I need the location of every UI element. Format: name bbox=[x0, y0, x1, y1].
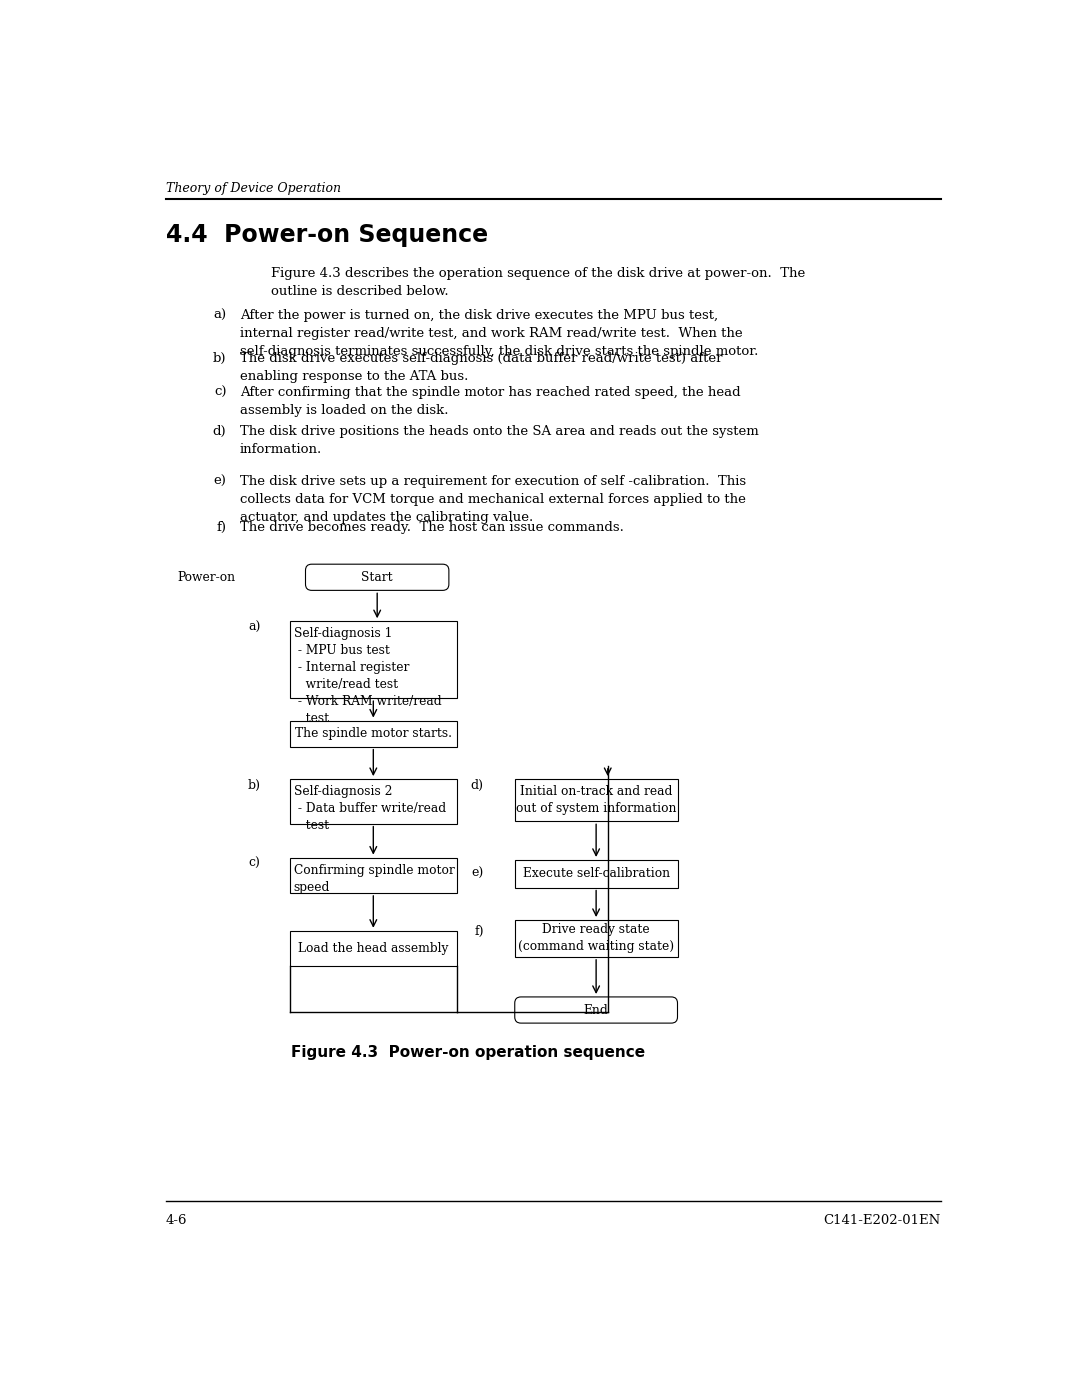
Bar bbox=[291, 858, 457, 893]
Text: Figure 4.3  Power-on operation sequence: Figure 4.3 Power-on operation sequence bbox=[292, 1045, 646, 1060]
Text: C141-E202-01EN: C141-E202-01EN bbox=[824, 1214, 941, 1227]
Bar bbox=[515, 861, 677, 887]
Bar bbox=[291, 721, 457, 746]
Text: e): e) bbox=[472, 868, 484, 880]
Text: The disk drive sets up a requirement for execution of self -calibration.  This
c: The disk drive sets up a requirement for… bbox=[240, 475, 746, 524]
Text: 4-6: 4-6 bbox=[166, 1214, 188, 1227]
Text: 4.4  Power-on Sequence: 4.4 Power-on Sequence bbox=[166, 222, 488, 247]
Bar bbox=[291, 780, 457, 824]
Text: The disk drive positions the heads onto the SA area and reads out the system
inf: The disk drive positions the heads onto … bbox=[240, 425, 758, 455]
Text: f): f) bbox=[216, 521, 227, 534]
Text: f): f) bbox=[474, 925, 484, 937]
FancyBboxPatch shape bbox=[306, 564, 449, 591]
Text: b): b) bbox=[247, 778, 260, 792]
Text: Load the head assembly: Load the head assembly bbox=[298, 942, 448, 956]
Bar bbox=[515, 921, 677, 957]
Text: e): e) bbox=[214, 475, 227, 488]
FancyBboxPatch shape bbox=[515, 997, 677, 1023]
Text: The spindle motor starts.: The spindle motor starts. bbox=[295, 726, 451, 740]
Text: The drive becomes ready.  The host can issue commands.: The drive becomes ready. The host can is… bbox=[240, 521, 623, 534]
Text: Initial on-track and read
out of system information: Initial on-track and read out of system … bbox=[516, 785, 676, 816]
Text: Power-on: Power-on bbox=[177, 571, 235, 584]
Text: d): d) bbox=[471, 778, 484, 792]
Text: Confirming spindle motor
speed: Confirming spindle motor speed bbox=[294, 863, 455, 894]
Text: After confirming that the spindle motor has reached rated speed, the head
assemb: After confirming that the spindle motor … bbox=[240, 387, 740, 418]
Bar bbox=[291, 930, 457, 967]
Bar bbox=[515, 780, 677, 821]
Text: Figure 4.3 describes the operation sequence of the disk drive at power-on.  The
: Figure 4.3 describes the operation seque… bbox=[271, 267, 805, 298]
Text: Start: Start bbox=[362, 571, 393, 584]
Text: d): d) bbox=[213, 425, 227, 437]
Text: After the power is turned on, the disk drive executes the MPU bus test,
internal: After the power is turned on, the disk d… bbox=[240, 309, 758, 358]
Text: Drive ready state
(command waiting state): Drive ready state (command waiting state… bbox=[518, 923, 674, 953]
Text: End: End bbox=[584, 1003, 608, 1017]
Text: c): c) bbox=[248, 858, 260, 870]
Text: Theory of Device Operation: Theory of Device Operation bbox=[166, 182, 341, 196]
Text: c): c) bbox=[214, 387, 227, 400]
Text: The disk drive executes self-diagnosis (data buffer read/write test) after
enabl: The disk drive executes self-diagnosis (… bbox=[240, 352, 723, 383]
Text: a): a) bbox=[248, 620, 260, 634]
Text: a): a) bbox=[214, 309, 227, 323]
Text: Self-diagnosis 2
 - Data buffer write/read
   test: Self-diagnosis 2 - Data buffer write/rea… bbox=[294, 785, 446, 833]
Bar bbox=[291, 622, 457, 698]
Text: b): b) bbox=[213, 352, 227, 365]
Text: Execute self-calibration: Execute self-calibration bbox=[523, 868, 670, 880]
Text: Self-diagnosis 1
 - MPU bus test
 - Internal register
   write/read test
 - Work: Self-diagnosis 1 - MPU bus test - Intern… bbox=[294, 627, 442, 725]
